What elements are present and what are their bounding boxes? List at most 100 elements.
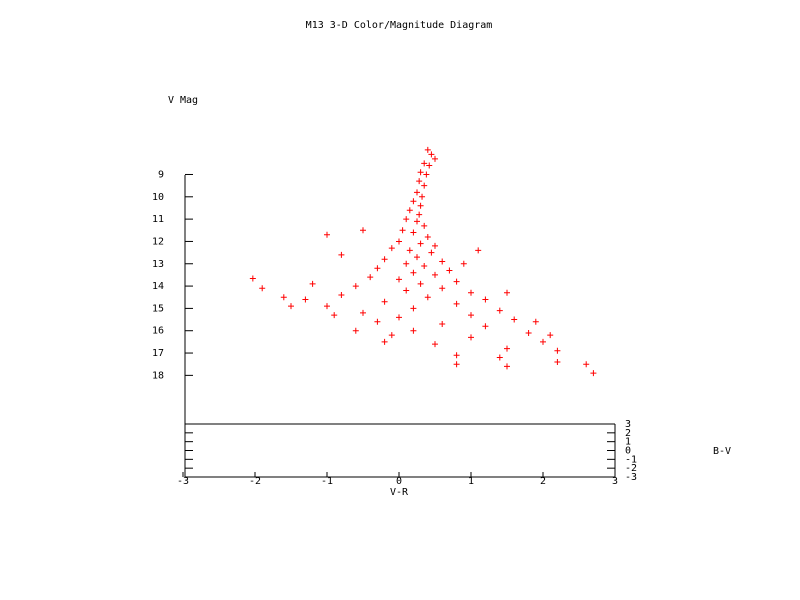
point [453, 361, 460, 368]
point [482, 323, 489, 330]
y-tick-label: 14 [152, 281, 164, 292]
point [417, 202, 424, 209]
point [439, 258, 446, 265]
point [540, 338, 546, 345]
point [381, 338, 388, 345]
z-tick-label: 1 [625, 437, 631, 448]
x-tick-label: 2 [540, 476, 546, 487]
point [280, 294, 287, 301]
point [532, 318, 539, 325]
point [417, 280, 424, 287]
z-tick-label: 3 [625, 419, 631, 430]
point [417, 169, 424, 176]
point [419, 193, 426, 200]
point [504, 289, 510, 296]
point [421, 160, 428, 167]
point [428, 151, 435, 158]
x-tick-label: -1 [321, 476, 333, 487]
point [331, 312, 338, 319]
point [421, 262, 428, 269]
point [309, 280, 316, 287]
point [583, 361, 590, 368]
point [374, 265, 381, 272]
point [439, 321, 446, 328]
point [352, 283, 359, 290]
point [453, 300, 460, 307]
point [338, 292, 345, 299]
point [554, 347, 561, 354]
point [453, 278, 460, 285]
y-tick-label: 18 [152, 370, 164, 381]
point [324, 231, 330, 238]
point [421, 222, 428, 229]
point [410, 327, 417, 334]
z-tick-label: 2 [625, 428, 631, 439]
x-axis-label: V-R [390, 487, 409, 498]
x-tick-label: 1 [468, 476, 474, 487]
point [396, 238, 402, 245]
point [468, 289, 474, 296]
point [414, 218, 420, 225]
point [423, 171, 430, 178]
point [482, 296, 489, 303]
point [468, 334, 474, 341]
point [432, 271, 438, 278]
point [547, 332, 554, 339]
point [416, 211, 423, 218]
point [414, 254, 420, 261]
point [416, 178, 423, 185]
point [381, 256, 388, 263]
point [554, 358, 561, 365]
point [403, 260, 410, 267]
point [388, 245, 395, 252]
point [468, 312, 474, 319]
x-tick-label: -3 [177, 476, 189, 487]
chart-title: M13 3-D Color/Magnitude Diagram [306, 20, 493, 31]
point [460, 260, 467, 267]
y-axis-label: V Mag [168, 95, 198, 106]
point [406, 247, 413, 254]
point [396, 314, 402, 321]
point [249, 275, 256, 282]
point [410, 305, 417, 312]
z-tick-label: -1 [625, 454, 637, 465]
point [432, 341, 438, 348]
point [360, 309, 366, 316]
point [453, 352, 460, 359]
point [424, 146, 431, 153]
y-tick-label: 12 [152, 236, 164, 247]
z-tick-label: -3 [625, 472, 637, 483]
point [406, 207, 413, 214]
y-tick-label: 10 [152, 192, 164, 203]
point [511, 316, 518, 323]
point [475, 247, 482, 254]
z-tick-label: 0 [625, 446, 631, 457]
point [424, 294, 431, 301]
point [525, 329, 532, 336]
point [288, 303, 294, 310]
point [367, 274, 374, 281]
point [417, 240, 424, 247]
point [403, 287, 410, 294]
point [410, 269, 417, 276]
point [399, 227, 406, 234]
point [381, 298, 388, 305]
x-tick-label: 3 [612, 476, 618, 487]
point [426, 162, 433, 169]
point [338, 251, 345, 258]
point [360, 227, 366, 234]
y-tick-label: 9 [158, 169, 164, 180]
point [432, 155, 438, 162]
x-tick-label: 0 [396, 476, 402, 487]
point [374, 318, 381, 325]
point [410, 229, 417, 236]
point [421, 182, 428, 189]
y-tick-label: 16 [152, 326, 164, 337]
y-tick-label: 13 [152, 259, 164, 270]
point [414, 189, 420, 196]
point [388, 332, 395, 339]
y-tick-label: 15 [152, 303, 164, 314]
point [432, 242, 438, 249]
